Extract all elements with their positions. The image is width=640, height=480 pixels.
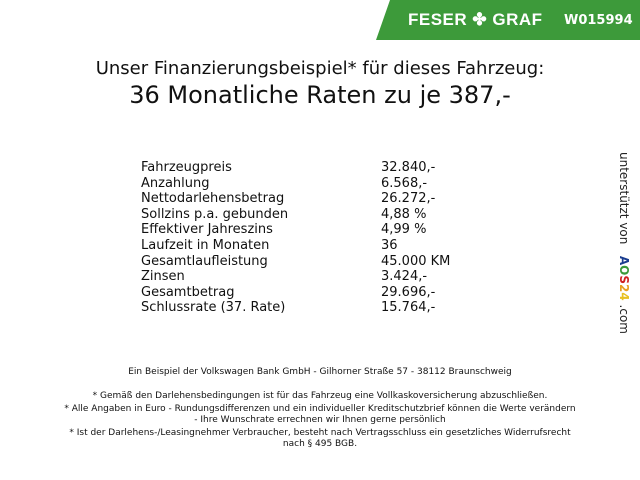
row-label: Schlussrate (37. Rate) <box>141 300 286 316</box>
row-value: 32.840,- <box>381 160 436 175</box>
table-row: Anzahlung 6.568,- <box>141 176 450 192</box>
table-row: Nettodarlehensbetrag 26.272,- <box>141 191 450 207</box>
row-label: Effektiver Jahreszins <box>141 222 273 238</box>
supported-by: unterstützt von AOS24 .com <box>617 152 631 334</box>
aos24-logo: AOS24 <box>617 256 631 301</box>
row-value: 36 <box>381 237 398 253</box>
footnote-3: * Ist der Darlehens-/Leasingnehmer Verbr… <box>69 428 571 438</box>
table-row: Sollzins p.a. gebunden 4,88 % <box>141 207 450 223</box>
table-row: Effektiver Jahreszins 4,99 % <box>141 222 450 238</box>
finance-table: Fahrzeugpreis 32.840,- Anzahlung 6.568,- N… <box>141 160 450 316</box>
logo-letter: O <box>617 265 631 276</box>
bank-info: Ein Beispiel der Volkswagen Bank GmbH - … <box>128 367 512 377</box>
row-value: 26.272,- <box>381 191 436 207</box>
row-value: 29.696,- <box>381 284 436 300</box>
table-row: Zinsen 3.424,- <box>141 269 450 285</box>
table-row: Schlussrate (37. Rate) 15.764,- <box>141 300 450 316</box>
page-subtitle: Unser Finanzierungsbeispiel* für dieses … <box>95 58 545 79</box>
logo-suffix: .com <box>617 304 631 334</box>
row-label: Gesamtlaufleistung <box>141 253 268 269</box>
row-label: Zinsen <box>141 269 185 285</box>
table-row: Gesamtlaufleistung 45.000 KM <box>141 254 450 270</box>
footnote-2b: - Ihre Wunschrate errechnen wir Ihnen ge… <box>194 415 446 425</box>
row-label: Gesamtbetrag <box>141 284 235 300</box>
row-value: 6.568,- <box>381 175 428 191</box>
row-value: 4,88 % <box>381 206 427 222</box>
row-value: 4,99 % <box>381 222 427 238</box>
row-value: 3.424,- <box>381 269 428 285</box>
row-value: 45.000 KM <box>381 253 451 269</box>
vehicle-code: W015994 <box>564 13 633 28</box>
row-label: Anzahlung <box>141 175 210 191</box>
brand-banner <box>376 0 640 40</box>
table-row: Laufzeit in Monaten 36 <box>141 238 450 254</box>
logo-letter: 4 <box>617 292 631 301</box>
row-label: Sollzins p.a. gebunden <box>141 206 289 222</box>
row-label: Laufzeit in Monaten <box>141 237 270 253</box>
logo-letter: S <box>617 275 631 284</box>
row-label: Fahrzeugpreis <box>141 160 232 175</box>
brand-logo: FESER ✤ GRAF <box>408 10 543 29</box>
page-title: 36 Monatliche Raten zu je 387,- <box>129 81 511 109</box>
logo-letter: A <box>617 255 631 266</box>
supported-by-text: unterstützt von <box>617 152 631 245</box>
footnote-2: * Alle Angaben in Euro - Rundungsdiffere… <box>64 404 576 414</box>
footnote-1: * Gemäß den Darlehensbedingungen ist für… <box>92 391 548 401</box>
table-row: Gesamtbetrag 29.696,- <box>141 285 450 301</box>
row-value: 15.764,- <box>381 300 436 316</box>
row-label: Nettodarlehensbetrag <box>141 191 285 207</box>
table-row: Fahrzeugpreis 32.840,- <box>141 160 450 176</box>
footnote-3b: nach § 495 BGB. <box>282 439 358 449</box>
